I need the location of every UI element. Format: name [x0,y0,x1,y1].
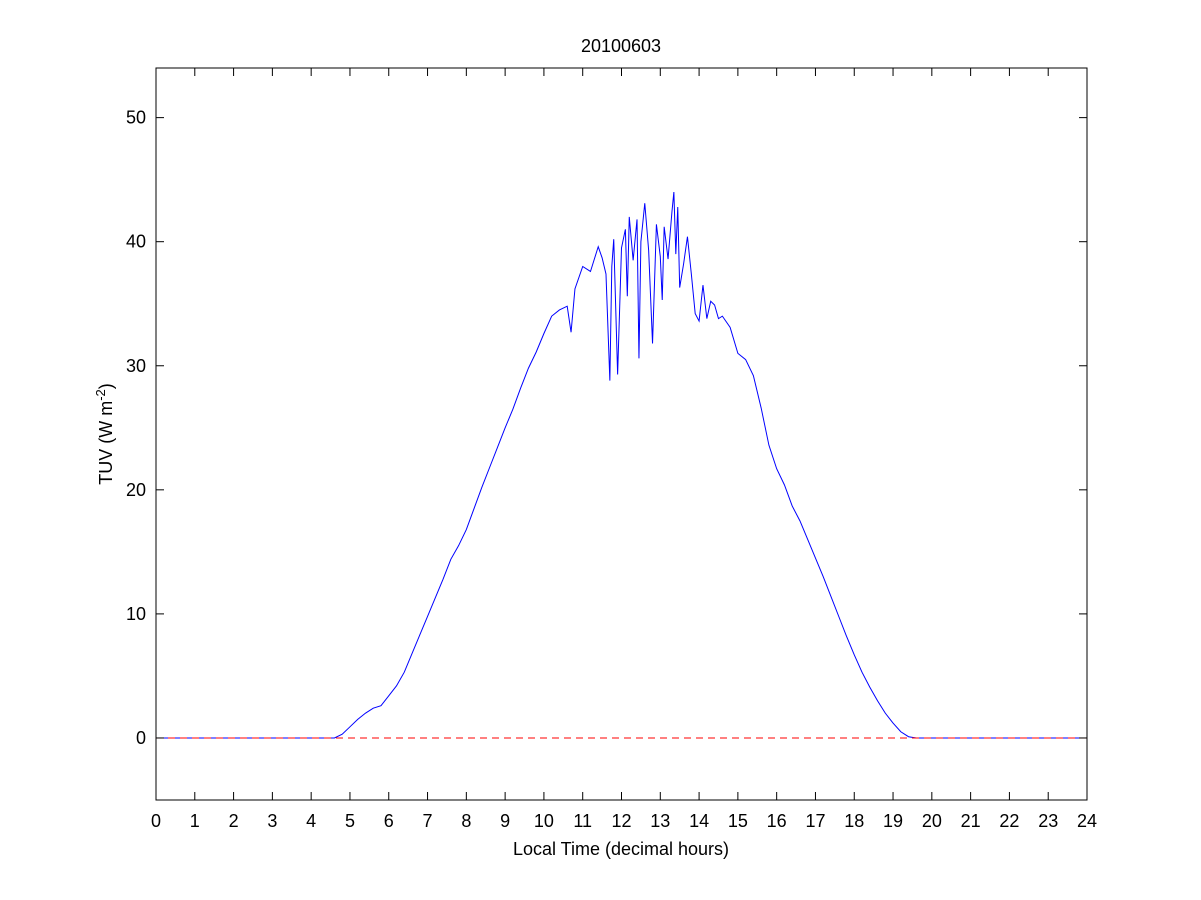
y-axis-label-superscript: -2 [93,389,108,401]
tuv-series-line [156,192,1087,739]
x-tick-label: 20 [922,811,942,831]
x-tick-label: 10 [534,811,554,831]
x-tick-label: 2 [229,811,239,831]
x-tick-label: 6 [384,811,394,831]
y-axis-label: TUV (W m-2) [93,383,117,485]
y-tick-label: 20 [126,480,146,500]
x-tick-label: 4 [306,811,316,831]
x-tick-label: 15 [728,811,748,831]
x-tick-label: 24 [1077,811,1097,831]
x-tick-label: 13 [650,811,670,831]
x-tick-label: 22 [999,811,1019,831]
x-tick-label: 19 [883,811,903,831]
y-tick-label: 50 [126,108,146,128]
x-axis: 0 1 2 3 4 5 6 7 8 9 10 11 12 13 14 15 16 17 18 19 20 21 22 23 24 [151,68,1097,831]
y-tick-label: 40 [126,232,146,252]
x-tick-label: 1 [190,811,200,831]
x-tick-label: 11 [573,811,592,831]
y-axis: 0 10 20 30 40 50 [126,108,1087,748]
x-tick-label: 17 [805,811,825,831]
x-tick-label: 0 [151,811,161,831]
x-tick-label: 8 [461,811,471,831]
y-tick-label: 30 [126,356,146,376]
x-tick-label: 12 [611,811,631,831]
x-tick-label: 16 [767,811,787,831]
y-tick-label: 10 [126,604,146,624]
chart-title: 20100603 [581,36,661,56]
y-axis-label-main: TUV (W m [96,401,116,485]
x-tick-label: 3 [267,811,277,831]
plot-area [155,67,1088,801]
x-tick-label: 21 [961,811,981,831]
x-tick-label: 7 [423,811,433,831]
x-tick-label: 14 [689,811,709,831]
y-axis-label-close: ) [96,383,116,389]
x-axis-label: Local Time (decimal hours) [513,839,729,859]
x-tick-label: 5 [345,811,355,831]
series-layer [156,192,1087,739]
x-tick-label: 9 [500,811,510,831]
x-tick-label: 23 [1038,811,1058,831]
x-tick-label: 18 [844,811,864,831]
y-tick-label: 0 [136,728,146,748]
